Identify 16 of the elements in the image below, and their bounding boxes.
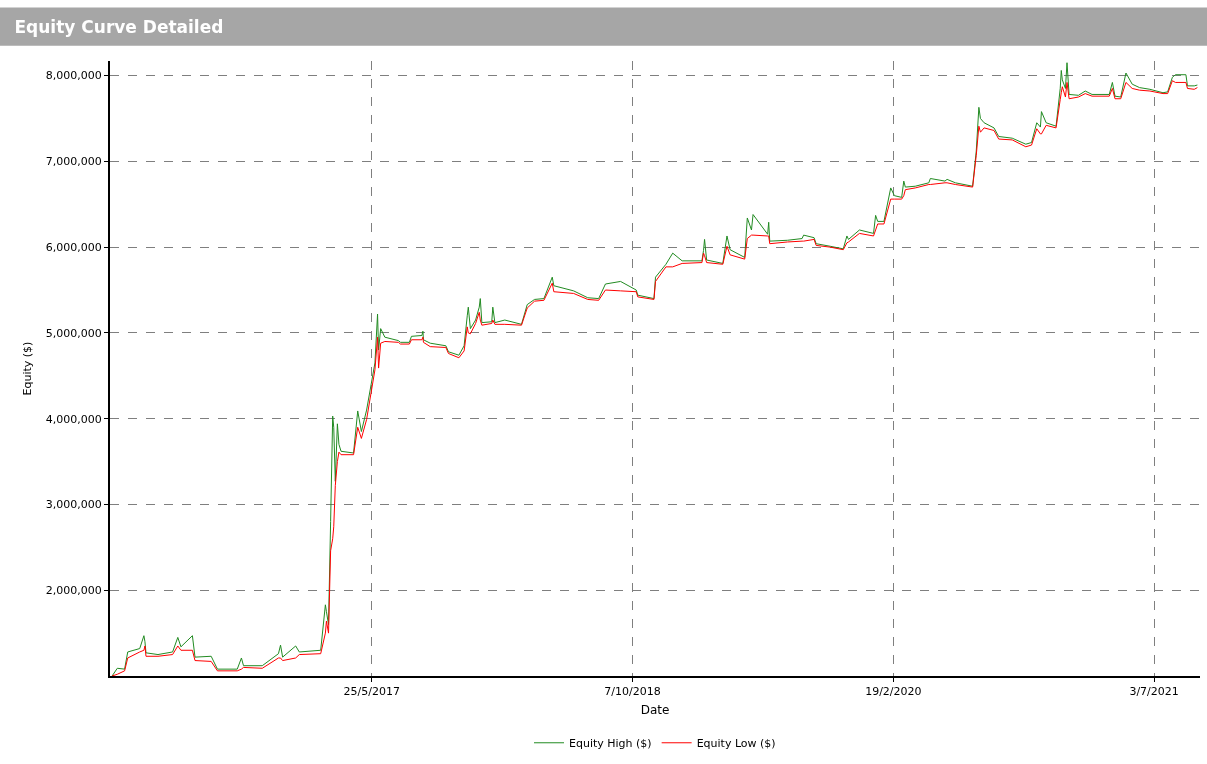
legend-label: Equity Low ($): [696, 737, 776, 751]
y-tick-label: 3,000,000: [45, 498, 102, 512]
y-tick-label: 6,000,000: [45, 240, 102, 254]
chart-title: Equity Curve Detailed: [14, 16, 224, 37]
x-tick-label: 25/5/2017: [343, 685, 401, 699]
y-tick-label: 2,000,000: [45, 584, 102, 598]
y-tick-label: 5,000,000: [45, 326, 102, 340]
x-tick-label: 3/7/2021: [1129, 685, 1179, 699]
x-tick-label: 7/10/2018: [604, 685, 661, 699]
y-tick-label: 7,000,000: [45, 155, 102, 169]
y-tick-label: 8,000,000: [45, 69, 102, 83]
legend-label: Equity High ($): [569, 737, 652, 751]
y-tick-label: 4,000,000: [45, 412, 102, 426]
x-axis-title: Date: [640, 702, 670, 717]
x-tick-label: 19/2/2020: [865, 685, 922, 699]
y-axis-title: Equity ($): [20, 341, 34, 396]
